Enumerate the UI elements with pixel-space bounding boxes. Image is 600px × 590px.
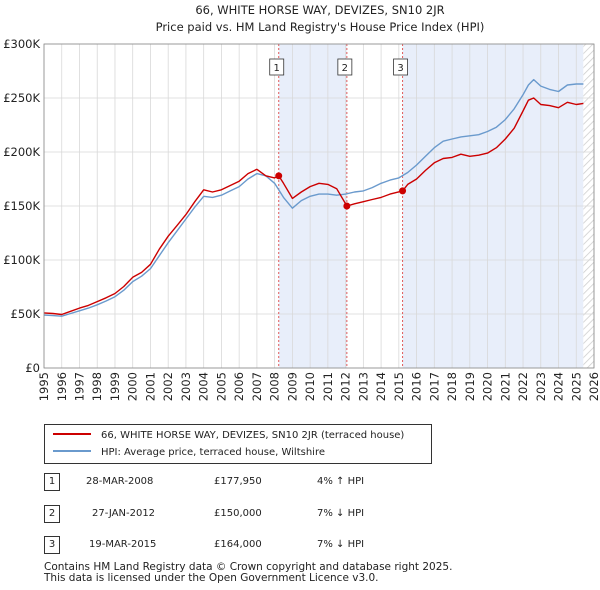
- y-tick-label: £150K: [3, 199, 40, 213]
- x-tick-label: 2000: [126, 372, 140, 401]
- y-tick-label: £50K: [11, 307, 41, 321]
- sale-point: [343, 202, 351, 210]
- x-tick-label: 1996: [55, 372, 69, 401]
- transaction-hpi: 4% ↑ HPI: [317, 476, 365, 487]
- x-tick-label: 2003: [179, 372, 193, 401]
- transaction-number: 3: [44, 536, 60, 554]
- footer-copyright: Contains HM Land Registry data © Crown c…: [44, 561, 453, 573]
- x-tick-label: 2002: [161, 372, 175, 401]
- x-tick-label: 1999: [108, 372, 122, 401]
- legend-swatch-hpi: [53, 450, 91, 452]
- x-tick-label: 2008: [268, 372, 282, 401]
- markers: 1 2 3: [269, 58, 408, 210]
- transaction-date: 28-MAR-2008: [86, 476, 154, 487]
- x-tick-label: 2017: [427, 372, 441, 401]
- y-tick-label: £300K: [3, 37, 40, 51]
- chart: £0 £50K £100K £150K £200K £250K £300K 1995 1996 1…: [3, 3, 600, 401]
- transaction-date: 19-MAR-2015: [89, 539, 157, 550]
- x-tick-label: 2007: [250, 372, 264, 401]
- transaction-price: £177,950: [214, 476, 262, 487]
- chart-title-line1: 66, WHITE HORSE WAY, DEVIZES, SN10 2JR: [195, 3, 444, 17]
- x-tick-label: 2014: [374, 372, 388, 401]
- x-tick-label: 2019: [463, 372, 477, 401]
- x-tick-label: 2021: [498, 372, 512, 401]
- x-tick-label: 2023: [534, 372, 548, 401]
- footer-licence: This data is licensed under the Open Gov…: [44, 572, 379, 584]
- price-series-line: [43, 97, 584, 316]
- x-tick-label: 2016: [410, 372, 424, 401]
- x-tick-label: 2025: [569, 372, 583, 401]
- transaction-number: 1: [44, 473, 60, 491]
- transaction-hpi: 7% ↓ HPI: [317, 508, 365, 519]
- axes: £0 £50K £100K £150K £200K £250K £300K 1995 1996 1…: [3, 37, 600, 401]
- y-tick-label: £100K: [3, 253, 40, 267]
- sale-point: [275, 172, 283, 180]
- marker-label-box: [269, 58, 285, 76]
- transaction-price: £150,000: [214, 508, 262, 519]
- x-tick-label: 2026: [587, 372, 600, 401]
- x-tick-label: 2018: [445, 372, 459, 401]
- legend: 66, WHITE HORSE WAY, DEVIZES, SN10 2JR (…: [44, 424, 432, 464]
- transaction-price: £164,000: [214, 539, 262, 550]
- x-tick-label: 2015: [392, 372, 406, 401]
- y-tick-label: £250K: [3, 91, 40, 105]
- x-tick-label: 2022: [516, 372, 530, 401]
- x-tick-label: 2009: [285, 372, 299, 401]
- legend-swatch-price: [53, 433, 91, 435]
- x-tick-label: 2005: [214, 372, 228, 401]
- y-tick-label: £0: [25, 361, 40, 375]
- legend-label-hpi: HPI: Average price, terraced house, Wilt…: [101, 447, 325, 458]
- legend-item-hpi: HPI: Average price, terraced house, Wilt…: [53, 446, 325, 460]
- x-tick-label: 1995: [37, 372, 51, 401]
- x-tick-label: 1997: [73, 372, 87, 401]
- marker-label: 3: [397, 63, 403, 74]
- x-tick-label: 2024: [552, 372, 566, 401]
- x-tick-label: 1998: [90, 372, 104, 401]
- transaction-hpi: 7% ↓ HPI: [317, 539, 365, 550]
- hpi-series-line: [43, 78, 584, 317]
- sale-point: [399, 187, 407, 195]
- y-tick-label: £200K: [3, 145, 40, 159]
- transaction-date: 27-JAN-2012: [92, 508, 156, 519]
- x-tick-label: 2012: [339, 372, 353, 401]
- series: [43, 78, 584, 317]
- legend-label-price: 66, WHITE HORSE WAY, DEVIZES, SN10 2JR (…: [101, 430, 405, 441]
- x-tick-label: 2004: [197, 372, 211, 401]
- x-tick-label: 2011: [321, 372, 335, 401]
- x-tick-label: 2020: [481, 372, 495, 401]
- x-tick-label: 2001: [143, 372, 157, 401]
- x-tick-label: 2013: [356, 372, 370, 401]
- x-tick-label: 2010: [303, 372, 317, 401]
- marker-label: 2: [342, 63, 348, 74]
- marker-label: 1: [274, 63, 280, 74]
- marker-label-box: [393, 58, 408, 76]
- marker-label-box: [337, 58, 353, 76]
- chart-title-line2: Price paid vs. HM Land Registry's House …: [156, 20, 485, 34]
- transaction-number: 2: [44, 505, 60, 523]
- x-tick-label: 2006: [232, 372, 246, 401]
- legend-item-price: 66, WHITE HORSE WAY, DEVIZES, SN10 2JR (…: [53, 429, 404, 443]
- plot-frame: [43, 43, 595, 369]
